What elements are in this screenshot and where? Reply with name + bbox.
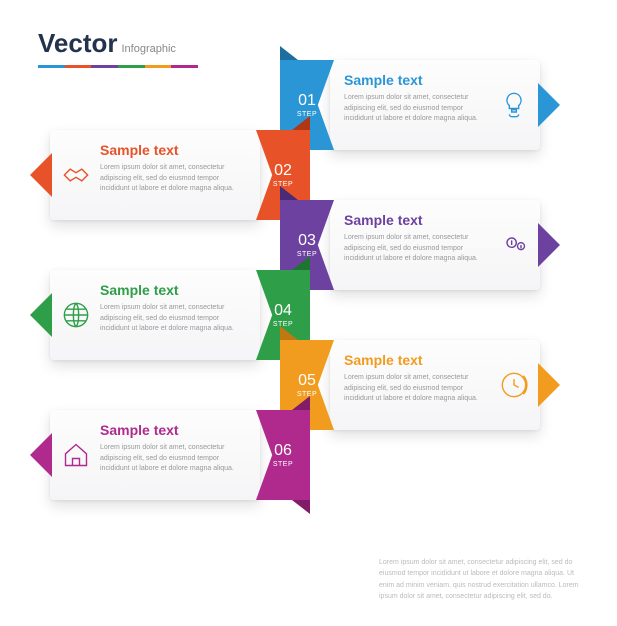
clock-icon <box>500 371 528 399</box>
step-arrow <box>30 293 52 337</box>
step-card-03: Sample text Lorem ipsum dolor sit amet, c… <box>330 200 540 290</box>
step-fold <box>280 46 298 60</box>
step-fold <box>292 116 310 130</box>
step-tab-06: 06 STEP <box>256 410 310 500</box>
bulb-icon <box>500 91 528 119</box>
header-bar <box>38 65 198 68</box>
step-title: Sample text <box>344 72 490 88</box>
step-fold <box>280 326 298 340</box>
step-arrow <box>538 223 560 267</box>
step-card-02: Sample text Lorem ipsum dolor sit amet, c… <box>50 130 260 220</box>
house-icon <box>62 441 90 469</box>
step-title: Sample text <box>100 282 246 298</box>
step-title: Sample text <box>100 142 246 158</box>
step-text: Lorem ipsum dolor sit amet, consectetur … <box>344 233 490 265</box>
step-number: 01 <box>298 93 316 109</box>
step-text: Lorem ipsum dolor sit amet, consectetur … <box>100 163 246 195</box>
step-title: Sample text <box>344 352 490 368</box>
step-fold <box>292 396 310 410</box>
step-title: Sample text <box>344 212 490 228</box>
step-fold <box>292 500 310 514</box>
step-card-05: Sample text Lorem ipsum dolor sit amet, c… <box>330 340 540 430</box>
step-arrow <box>538 83 560 127</box>
step-number: 02 <box>274 163 292 179</box>
step-number: 04 <box>274 303 292 319</box>
step-fold <box>292 256 310 270</box>
step-text: Lorem ipsum dolor sit amet, consectetur … <box>344 93 490 125</box>
step-arrow <box>30 433 52 477</box>
step-text: Lorem ipsum dolor sit amet, consectetur … <box>100 303 246 335</box>
header: Vector Infographic <box>38 28 198 68</box>
step-number: 06 <box>274 443 292 459</box>
step-number: 05 <box>298 373 316 389</box>
footer-text: Lorem ipsum dolor sit amet, consectetur … <box>379 557 579 602</box>
step-card-01: Sample text Lorem ipsum dolor sit amet, c… <box>330 60 540 150</box>
gears-icon <box>500 231 528 259</box>
header-title: Vector Infographic <box>38 28 198 59</box>
title-sub: Infographic <box>122 43 176 55</box>
step-text: Lorem ipsum dolor sit amet, consectetur … <box>344 373 490 405</box>
globe-icon <box>62 301 90 329</box>
title-main: Vector <box>38 28 118 59</box>
step-label: STEP <box>273 461 293 468</box>
step-arrow <box>30 153 52 197</box>
step-number: 03 <box>298 233 316 249</box>
handshake-icon <box>62 161 90 189</box>
step-text: Lorem ipsum dolor sit amet, consectetur … <box>100 443 246 475</box>
step-title: Sample text <box>100 422 246 438</box>
step-card-04: Sample text Lorem ipsum dolor sit amet, c… <box>50 270 260 360</box>
step-fold <box>280 186 298 200</box>
step-arrow <box>538 363 560 407</box>
step-card-06: Sample text Lorem ipsum dolor sit amet, c… <box>50 410 260 500</box>
